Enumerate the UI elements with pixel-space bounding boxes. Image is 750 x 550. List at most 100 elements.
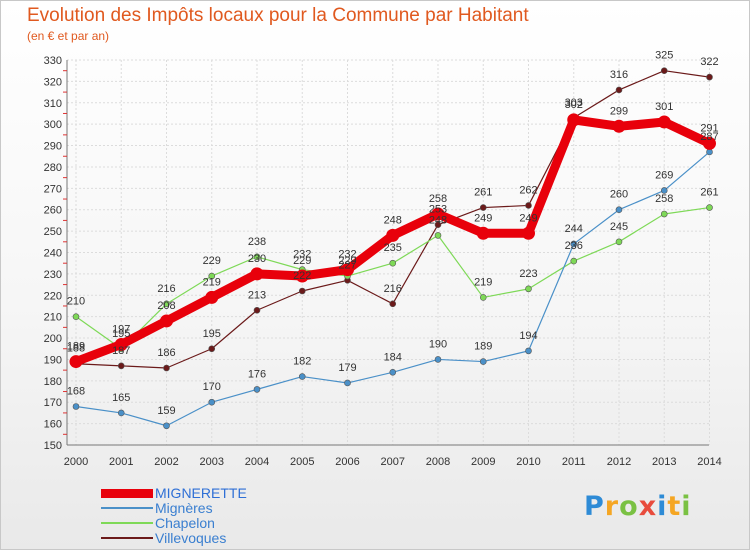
data-label: 179 [338, 362, 356, 374]
logo-letter: o [619, 491, 639, 522]
data-point [389, 259, 397, 267]
data-label: 168 [67, 386, 85, 398]
data-label: 249 [519, 212, 537, 224]
data-point [114, 337, 128, 351]
x-tick-label: 2013 [652, 456, 676, 468]
data-label: 269 [655, 169, 673, 181]
data-label: 316 [610, 69, 628, 81]
data-label: 186 [157, 347, 175, 359]
data-point [298, 287, 306, 295]
data-label: 195 [112, 328, 130, 340]
y-tick-label: 300 [44, 119, 62, 131]
data-point [615, 238, 623, 246]
logo-letter: i [681, 491, 692, 522]
x-tick-label: 2004 [245, 456, 269, 468]
x-tick-label: 2009 [471, 456, 495, 468]
data-point [706, 73, 713, 81]
legend-item: Villevoques [101, 530, 226, 546]
x-tick-label: 2014 [697, 456, 721, 468]
y-tick-label: 170 [44, 397, 62, 409]
data-label: 258 [655, 193, 673, 205]
y-tick-label: 230 [44, 269, 62, 281]
x-tick-label: 2006 [335, 456, 359, 468]
y-tick-label: 160 [44, 419, 62, 431]
legend-item: MIGNERETTE [101, 485, 247, 501]
y-tick-label: 240 [44, 248, 62, 260]
data-point [163, 300, 170, 308]
data-point [344, 379, 351, 387]
data-point [72, 313, 80, 320]
chart-title: Evolution des Impôts locaux pour la Comm… [27, 5, 529, 26]
data-label: 244 [565, 223, 583, 235]
data-point [386, 228, 400, 242]
data-label: 195 [203, 328, 221, 340]
data-label: 261 [474, 187, 492, 199]
data-label: 213 [248, 289, 266, 301]
legend-item: Chapelon [101, 515, 215, 531]
data-label: 238 [248, 236, 266, 248]
data-label: 197 [112, 323, 130, 335]
logo-letter: i [657, 491, 668, 522]
data-point [431, 207, 445, 221]
y-tick-label: 280 [44, 162, 62, 174]
data-point [476, 226, 490, 240]
data-point [479, 358, 487, 365]
data-label: 190 [429, 338, 447, 350]
data-point [570, 257, 578, 265]
y-tick-label: 210 [44, 312, 62, 324]
data-label: 182 [293, 356, 311, 368]
legend-swatch [101, 522, 153, 524]
data-label: 223 [519, 268, 537, 280]
data-point [253, 386, 261, 393]
data-point [163, 422, 170, 430]
x-tick-label: 2010 [516, 456, 540, 468]
data-label: 159 [157, 405, 175, 417]
y-tick-label: 150 [44, 440, 62, 452]
data-label: 189 [474, 341, 492, 353]
data-label: 216 [384, 283, 402, 295]
data-point [389, 300, 397, 308]
y-tick-label: 290 [44, 141, 62, 153]
data-point [163, 364, 170, 372]
data-label: 219 [203, 276, 221, 288]
y-tick-label: 330 [44, 55, 62, 67]
data-point [479, 294, 487, 301]
data-label: 229 [338, 255, 356, 267]
data-label: 176 [248, 368, 266, 380]
data-label: 210 [67, 296, 85, 308]
data-label: 188 [67, 343, 85, 355]
data-label: 230 [248, 253, 266, 265]
data-label: 229 [203, 255, 221, 267]
data-point [479, 204, 487, 211]
data-label: 232 [293, 249, 311, 261]
data-point [72, 403, 80, 410]
data-label: 287 [700, 131, 718, 143]
logo-letter: r [604, 491, 620, 522]
y-tick-label: 270 [44, 183, 62, 195]
data-point [570, 240, 578, 248]
x-tick-label: 2003 [200, 456, 224, 468]
data-label: 184 [384, 351, 402, 363]
x-tick-label: 2002 [154, 456, 178, 468]
data-point [389, 368, 397, 376]
x-tick-label: 2011 [562, 456, 586, 468]
logo-letter: P [584, 491, 605, 522]
data-point [612, 119, 626, 133]
data-label: 260 [610, 189, 628, 201]
data-label: 302 [565, 99, 583, 111]
data-label: 189 [67, 341, 85, 353]
data-label: 232 [338, 249, 356, 261]
data-point [298, 373, 306, 380]
x-tick-label: 2008 [426, 456, 450, 468]
data-point [341, 263, 354, 277]
data-point [253, 253, 261, 261]
proxiti-logo: Proxiti [584, 491, 692, 522]
data-point [205, 290, 219, 304]
data-label: 261 [700, 187, 718, 199]
data-point [117, 362, 125, 370]
y-tick-label: 320 [44, 76, 62, 88]
x-tick-label: 2000 [64, 456, 88, 468]
data-point [295, 269, 309, 283]
data-point [208, 272, 216, 280]
